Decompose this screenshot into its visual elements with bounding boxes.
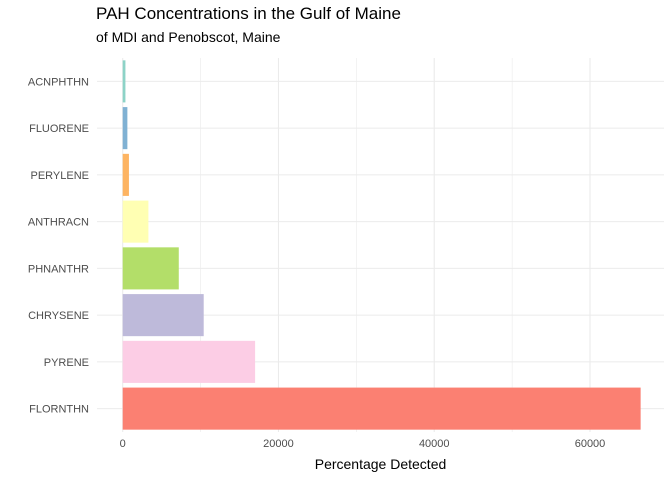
bar-fluorene (122, 107, 128, 150)
y-tick-label: ANTHRACN (28, 217, 89, 229)
y-tick-label: PERYLENE (31, 170, 90, 182)
y-tick-label: ACNPHTHN (28, 76, 89, 88)
x-tick-labels: 0 20000 40000 60000 (120, 438, 606, 450)
y-tick-labels: FLORNTHN PYRENE CHRYSENE PHNANTHR ANTHRACN PE… (28, 76, 89, 415)
bar-chrysene (122, 294, 204, 337)
y-tick-label: PYRENE (44, 357, 89, 369)
y-tick-label: FLORNTHN (29, 404, 89, 416)
x-tick-label: 60000 (575, 438, 606, 450)
x-tick-label: 20000 (263, 438, 294, 450)
bar-acnphthn (122, 60, 126, 103)
bar-perylene (122, 153, 129, 196)
y-tick-label: PHNANTHR (28, 263, 89, 275)
bar-anthracn (122, 200, 149, 243)
x-tick-label: 40000 (419, 438, 450, 450)
chart-subtitle: of MDI and Penobscot, Maine (96, 29, 281, 45)
chart-title: PAH Concentrations in the Gulf of Maine (96, 4, 401, 23)
y-tick-label: CHRYSENE (28, 310, 89, 322)
x-axis-title: Percentage Detected (315, 456, 447, 472)
bars (122, 60, 641, 430)
x-tick-label: 0 (120, 438, 126, 450)
y-tick-label: FLUORENE (29, 123, 89, 135)
bar-phnanthr (122, 247, 179, 290)
bar-pyrene (122, 340, 256, 383)
bar-flornthn (122, 387, 641, 430)
